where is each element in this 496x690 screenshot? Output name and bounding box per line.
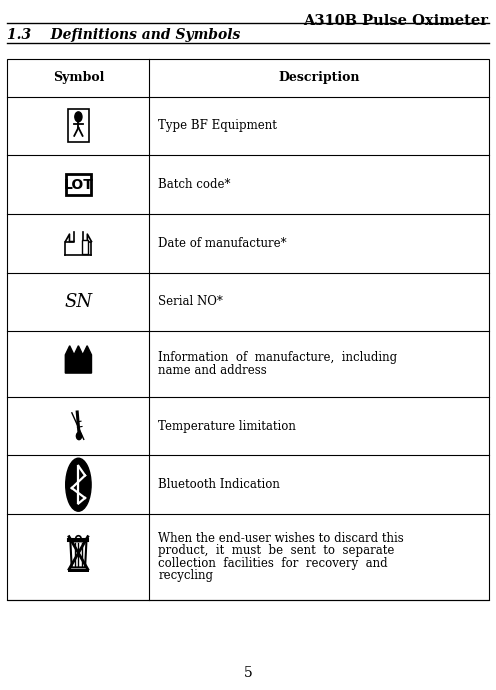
Circle shape — [75, 112, 82, 121]
Bar — [7, 59, 489, 600]
Polygon shape — [65, 346, 91, 373]
Bar — [68, 538, 88, 542]
Text: When the end-user wishes to discard this: When the end-user wishes to discard this — [158, 532, 404, 545]
Text: Symbol: Symbol — [53, 71, 104, 84]
Text: Date of manufacture*: Date of manufacture* — [158, 237, 287, 250]
Text: 5: 5 — [244, 666, 252, 680]
Text: 1.3    Definitions and Symbols: 1.3 Definitions and Symbols — [7, 28, 241, 41]
Text: Information  of  manufacture,  including: Information of manufacture, including — [158, 351, 397, 364]
Text: name and address: name and address — [158, 364, 267, 377]
Bar — [82, 240, 88, 254]
Polygon shape — [70, 542, 86, 567]
Ellipse shape — [65, 458, 91, 511]
Text: Batch code*: Batch code* — [158, 178, 231, 191]
Bar — [68, 109, 88, 143]
Text: product,  it  must  be  sent  to  separate: product, it must be sent to separate — [158, 544, 395, 558]
Text: A310B Pulse Oximeter: A310B Pulse Oximeter — [304, 14, 489, 28]
Text: Temperature limitation: Temperature limitation — [158, 420, 296, 433]
Text: SN: SN — [64, 293, 92, 311]
Text: Type BF Equipment: Type BF Equipment — [158, 119, 277, 132]
Bar — [66, 174, 91, 195]
Text: Bluetooth Indication: Bluetooth Indication — [158, 478, 280, 491]
Text: collection  facilities  for  recovery  and: collection facilities for recovery and — [158, 557, 388, 570]
Text: LOT: LOT — [63, 177, 93, 192]
Circle shape — [76, 433, 82, 440]
Text: Serial NO*: Serial NO* — [158, 295, 223, 308]
Bar — [67, 569, 89, 572]
Text: recycling: recycling — [158, 569, 213, 582]
Text: Description: Description — [278, 71, 360, 84]
